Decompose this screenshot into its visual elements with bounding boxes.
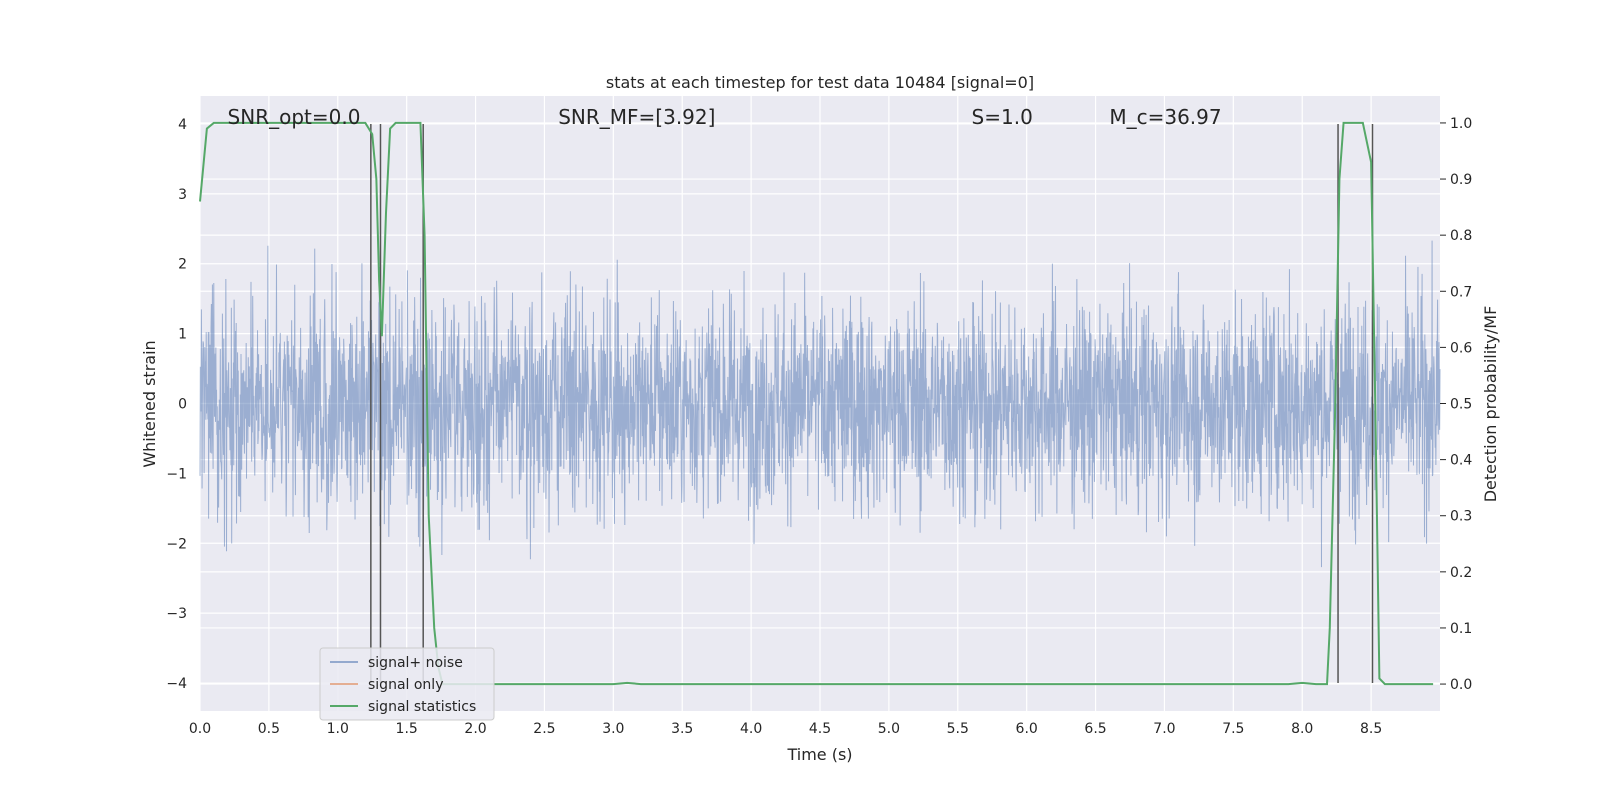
legend-label-signal-noise: signal+ noise — [368, 655, 463, 671]
y-tick-label-3: −1 — [166, 466, 187, 482]
y2-tick-label-10: 1.0 — [1450, 116, 1472, 132]
x-tick-label-9: 4.5 — [809, 721, 831, 737]
y-tick-label-5: 1 — [178, 327, 187, 343]
annotation-2: S=1.0 — [972, 105, 1033, 129]
y2-tick-label-0: 0.0 — [1450, 677, 1472, 693]
x-tick-label-1: 0.5 — [258, 721, 280, 737]
x-tick-label-10: 5.0 — [878, 721, 900, 737]
x-tick-label-3: 1.5 — [396, 721, 418, 737]
legend-box — [319, 647, 495, 721]
y2-tick-label-1: 0.1 — [1450, 621, 1472, 637]
x-tick-label-2: 1.0 — [327, 721, 349, 737]
y-tick-label-6: 2 — [178, 257, 187, 273]
y2-tick-label-5: 0.5 — [1450, 397, 1472, 413]
y2-tick-label-3: 0.3 — [1450, 509, 1472, 525]
y-axis-label: Whitened strain — [140, 340, 159, 467]
y2-tick-label-4: 0.4 — [1450, 453, 1472, 469]
x-tick-label-7: 3.5 — [671, 721, 693, 737]
x-tick-label-13: 6.5 — [1084, 721, 1106, 737]
annotation-3: M_c=36.97 — [1109, 105, 1221, 129]
x-tick-label-5: 2.5 — [533, 721, 555, 737]
annotations: SNR_opt=0.0 SNR_MF=[3.92] S=1.0 M_c=36.97 — [228, 105, 1222, 129]
y-tick-label-7: 3 — [178, 187, 187, 203]
annotation-0: SNR_opt=0.0 — [228, 105, 361, 129]
x-tick-label-6: 3.0 — [602, 721, 624, 737]
x-axis-ticks: 0.0 0.5 1.0 1.5 2.0 2.5 3.0 3.5 4.0 4.5 5.0 5.5 6.0 6… — [189, 721, 1382, 737]
y-tick-label-4: 0 — [178, 397, 187, 413]
x-tick-label-17: 8.5 — [1360, 721, 1382, 737]
legend: signal+ noise signal only signal statist… — [319, 647, 495, 721]
y-tick-label-0: −4 — [166, 676, 187, 692]
x-tick-label-15: 7.5 — [1222, 721, 1244, 737]
annotation-1: SNR_MF=[3.92] — [558, 105, 715, 129]
chart-title: stats at each timestep for test data 104… — [606, 73, 1034, 92]
x-tick-label-4: 2.0 — [464, 721, 486, 737]
x-tick-label-12: 6.0 — [1016, 721, 1038, 737]
y2-tick-label-8: 0.8 — [1450, 228, 1472, 244]
y2-tick-label-9: 0.9 — [1450, 172, 1472, 188]
legend-label-signal-only: signal only — [368, 677, 443, 693]
legend-label-signal-statistics: signal statistics — [368, 699, 476, 715]
x-tick-label-14: 7.0 — [1153, 721, 1175, 737]
signal-statistics-series — [199, 121, 1434, 686]
signal-statistics-line — [199, 121, 1434, 686]
y-axis-ticks: −4 −3 −2 −1 0 1 2 3 4 — [166, 117, 187, 692]
y2-tick-label-6: 0.6 — [1450, 340, 1472, 356]
y2-tick-label-2: 0.2 — [1450, 565, 1472, 581]
y2-axis-ticks: 0.0 0.1 0.2 0.3 0.4 0.5 0.6 0.7 0.8 0.9 1.0 — [1440, 116, 1472, 693]
x-tick-label-8: 4.0 — [740, 721, 762, 737]
x-tick-label-11: 5.5 — [947, 721, 969, 737]
signal-noise-series — [199, 240, 1441, 568]
y-tick-label-8: 4 — [178, 117, 187, 133]
x-tick-label-16: 8.0 — [1291, 721, 1313, 737]
x-axis-label: Time (s) — [786, 745, 852, 764]
y-tick-label-1: −3 — [166, 606, 187, 622]
y2-tick-label-7: 0.7 — [1450, 284, 1472, 300]
x-tick-label-0: 0.0 — [189, 721, 211, 737]
y-tick-label-2: −2 — [166, 536, 187, 552]
signal-noise-line — [199, 240, 1441, 568]
y2-axis-label: Detection probability/MF — [1481, 306, 1500, 503]
